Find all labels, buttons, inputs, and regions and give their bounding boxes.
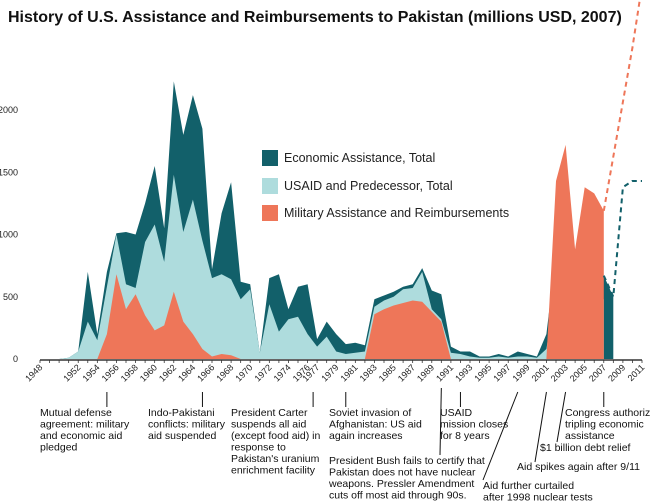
- projection-lines: [602, 0, 642, 301]
- annotation-text: Soviet invasion of Afghanistan: US aid aga…: [329, 407, 422, 442]
- x-tick-label: 1948: [23, 362, 44, 383]
- x-tick-label: 2011: [626, 362, 647, 383]
- annotation-text: Aid further curtailed after 1998 nuclear …: [483, 480, 593, 504]
- annotation-text: Mutual defense agreement: military and eco…: [40, 407, 130, 454]
- x-tick-label: 1995: [472, 362, 493, 383]
- x-tick-label: 1958: [119, 362, 140, 383]
- x-tick-label: 2009: [606, 362, 627, 383]
- x-tick-label: 1966: [195, 362, 216, 383]
- legend-swatch: [262, 178, 278, 194]
- annotation-text: Aid spikes again after 9/11: [517, 461, 640, 473]
- area-series-2: [40, 174, 604, 359]
- annotation-text: President Carter suspends all aid (except …: [231, 407, 320, 477]
- legend-label: Economic Assistance, Total: [284, 151, 435, 165]
- x-tick-label: 2001: [530, 362, 551, 383]
- legend: Economic Assistance, Total USAID and Pred…: [262, 150, 509, 221]
- y-tick-label: 500: [3, 292, 18, 302]
- projection-line-2: [602, 0, 641, 211]
- legend-swatch: [262, 150, 278, 166]
- y-axis: 0 500 1000 1500 2000: [0, 105, 18, 364]
- x-tick-label: 1974: [272, 362, 293, 383]
- x-tick-label: 1979: [319, 362, 340, 383]
- x-tick-label: 1993: [453, 362, 474, 383]
- annotation-pointer: [534, 391, 547, 463]
- annotation-text: Indo-Pakistani conflicts: military aid sus…: [148, 407, 226, 442]
- x-tick-label: 1997: [491, 362, 512, 383]
- x-tick-label: 1956: [100, 362, 121, 383]
- annotation-text: USAID mission closes for 8 years: [440, 407, 508, 442]
- x-tick-label: 1970: [233, 362, 254, 383]
- x-tick-label: 2005: [568, 362, 589, 383]
- x-tick-label: 1983: [358, 362, 379, 383]
- legend-swatch: [262, 205, 278, 221]
- x-tick-label: 1991: [434, 362, 455, 383]
- x-axis: 1948 195219541956195819601962196419661968…: [23, 359, 647, 384]
- x-tick-label: 2003: [549, 362, 570, 383]
- projection-line-1: [602, 180, 642, 301]
- x-tick-label: 1964: [176, 362, 197, 383]
- annotation-text: President Bush fails to certify that Paki…: [328, 455, 485, 502]
- y-tick-label: 0: [13, 354, 18, 364]
- x-tick-label: 1987: [396, 362, 417, 383]
- legend-label: Military Assistance and Reimbursements: [284, 206, 509, 220]
- legend-label: USAID and Predecessor, Total: [284, 179, 453, 193]
- plot-areas: [40, 81, 614, 360]
- annotation-text: Congress authorizestripling economicassi…: [565, 407, 650, 442]
- x-tick-label: 1972: [253, 362, 274, 383]
- x-tick-label: 1989: [415, 362, 436, 383]
- chart-title: History of U.S. Assistance and Reimburse…: [8, 9, 622, 26]
- x-tick-label: 1952: [61, 362, 82, 383]
- x-tick-label: 2007: [587, 362, 608, 383]
- y-tick-label: 2000: [0, 105, 18, 115]
- x-tick-label: 1981: [339, 362, 360, 383]
- annotation-pointer: [439, 387, 442, 456]
- x-tick-label: 1962: [157, 362, 178, 383]
- annotation-pointer: [556, 391, 567, 443]
- annotation-pointer: [482, 391, 519, 481]
- x-tick-label: 1968: [214, 362, 235, 383]
- x-tick-label: 1985: [377, 362, 398, 383]
- x-tick-label: 1954: [81, 362, 102, 383]
- y-tick-label: 1500: [0, 167, 18, 177]
- x-tick-label: 1999: [511, 362, 532, 383]
- x-tick-label: 1960: [138, 362, 159, 383]
- annotations: Mutual defense agreement: military and eco…: [40, 387, 650, 504]
- y-tick-label: 1000: [0, 230, 18, 240]
- annotation-text: $1 billion debt relief: [540, 442, 631, 454]
